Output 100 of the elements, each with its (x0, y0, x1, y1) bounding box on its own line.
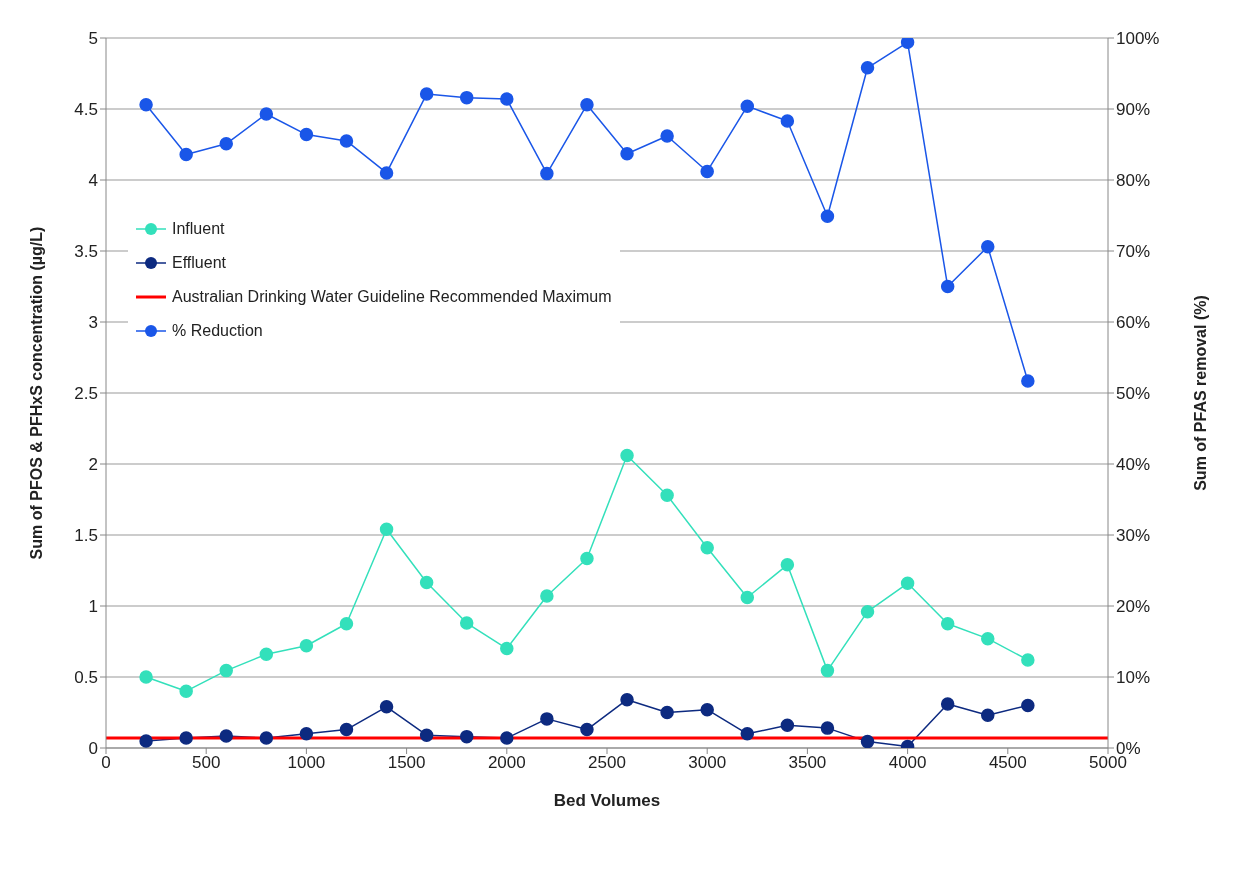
point (419, 87, 434, 101)
point (540, 712, 554, 726)
x-tick-label: 4000 (888, 753, 927, 773)
point (820, 209, 835, 223)
point (179, 147, 193, 162)
x-tick-label: 1000 (287, 753, 326, 773)
y2-tick-label: 30% (1116, 526, 1151, 546)
y-tick-label: 0.5 (74, 668, 98, 688)
point (860, 604, 875, 619)
x-tick-label: 0 (101, 753, 111, 773)
x-tick-label: 1500 (387, 753, 426, 773)
y2-tick-label: 10% (1116, 668, 1151, 688)
y2-tick-label: 50% (1116, 384, 1151, 404)
point (139, 670, 153, 684)
point (219, 729, 233, 743)
point (660, 488, 674, 502)
x-axis-title: Bed Volumes (553, 791, 661, 810)
point (259, 107, 274, 121)
point (379, 166, 394, 180)
point (860, 61, 875, 75)
point (419, 728, 434, 742)
point (379, 700, 394, 714)
y-tick-label: 3.5 (74, 242, 98, 262)
point (740, 727, 755, 741)
x-tick-label: 3500 (788, 753, 827, 773)
point (580, 722, 594, 737)
y-axis-title: Sum of PFOS & PFHxS concentration (µg/L) (27, 226, 45, 560)
point (780, 718, 795, 733)
y-tick-label: 5 (88, 29, 98, 49)
point (179, 684, 193, 698)
point (459, 729, 474, 744)
point (740, 590, 755, 605)
legend-label: Influent (172, 220, 225, 238)
point (339, 617, 354, 631)
point (1021, 698, 1035, 713)
point (299, 727, 314, 741)
point (139, 97, 153, 112)
legend-label: % Reduction (172, 322, 263, 340)
point (700, 164, 714, 179)
y-tick-label: 4.5 (74, 100, 98, 120)
legend-label: Effluent (172, 254, 226, 272)
point (620, 692, 634, 707)
point (259, 647, 274, 662)
y2-tick-label: 20% (1116, 597, 1151, 617)
y2-tick-label: 90% (1116, 100, 1151, 120)
point (540, 589, 554, 603)
point (219, 663, 233, 678)
point (940, 697, 955, 711)
x-tick-label: 500 (192, 753, 221, 773)
point (419, 575, 434, 590)
y2-tick-label: 40% (1116, 455, 1151, 475)
y-tick-label: 0 (88, 739, 98, 759)
point (900, 576, 915, 591)
y2-tick-label: 100% (1116, 29, 1160, 49)
point (580, 551, 594, 566)
point (1021, 374, 1035, 388)
y-tick-label: 1 (88, 597, 98, 617)
point (139, 734, 153, 748)
point (179, 731, 193, 745)
x-tick-label: 4500 (988, 753, 1027, 773)
point (580, 97, 594, 112)
y-tick-label: 1.5 (74, 526, 98, 546)
point (900, 38, 915, 50)
x-tick-label: 2000 (487, 753, 526, 773)
point (981, 239, 995, 254)
x-tick-label: 3000 (688, 753, 727, 773)
point (1021, 653, 1035, 667)
point (500, 641, 514, 656)
point (500, 731, 514, 745)
point (500, 92, 514, 106)
point (620, 448, 634, 463)
point (299, 639, 314, 653)
point (620, 146, 634, 161)
y-tick-label: 2 (88, 455, 98, 475)
y-tick-label: 4 (88, 171, 98, 191)
y-tick-label: 2.5 (74, 384, 98, 404)
point (981, 708, 995, 723)
point (780, 114, 795, 128)
point (700, 702, 714, 717)
point (660, 129, 674, 143)
point (459, 90, 474, 105)
x-tick-label: 2500 (588, 753, 626, 773)
point (820, 721, 835, 735)
y-tick-label: 3 (88, 313, 98, 333)
y2-tick-label: 60% (1116, 313, 1151, 333)
point (299, 127, 314, 142)
y2-tick-label: 70% (1116, 242, 1151, 262)
point (660, 705, 674, 720)
point (740, 99, 755, 113)
point (940, 617, 955, 631)
y2-axis-title: Sum of PFAS removal (%) (1191, 295, 1209, 491)
y2-tick-label: 80% (1116, 171, 1151, 191)
point (219, 137, 233, 151)
point (540, 166, 554, 181)
point (780, 558, 795, 572)
point (820, 663, 835, 678)
point (259, 731, 274, 745)
point (459, 616, 474, 630)
point (379, 522, 394, 537)
point (981, 631, 995, 646)
